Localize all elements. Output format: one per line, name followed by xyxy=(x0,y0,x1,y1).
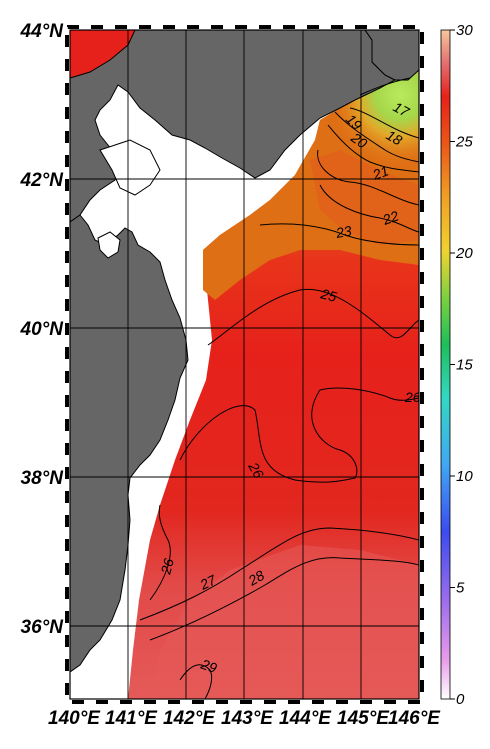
colorbar-gradient xyxy=(440,29,451,700)
contour-label: 29 xyxy=(198,655,219,676)
sea-patch-northwest xyxy=(70,30,135,78)
isotherm-26-a xyxy=(179,387,419,483)
lon-label: 141°E xyxy=(105,708,158,729)
map-plot-area: 17 18 19 20 21 22 23 25 26 26 26 27 28 2… xyxy=(70,30,436,699)
isotherm-labels: 17 18 19 20 21 22 23 25 26 26 26 27 28 2… xyxy=(157,99,421,677)
isotherm-23 xyxy=(259,223,419,246)
colorbar-tick-label: 30 xyxy=(456,22,473,39)
longitude-labels: 140°E 141°E 142°E 143°E 144°E 145°E 146°… xyxy=(48,708,441,729)
lat-label: 40°N xyxy=(20,319,65,340)
lat-label: 36°N xyxy=(21,617,65,638)
uchiura-bay xyxy=(99,139,161,196)
colorbar-tick-marks xyxy=(450,29,455,700)
plot-frame xyxy=(69,29,420,700)
latitude-labels: 44°N 42°N 40°N 38°N 36°N xyxy=(20,21,65,638)
isotherm-22 xyxy=(319,184,419,233)
ocean-data-view-credit: Ocean Data View xyxy=(424,607,436,697)
isotherm-29 xyxy=(179,664,213,699)
colorbar-tick-label: 20 xyxy=(455,245,473,262)
lon-label: 142°E xyxy=(163,708,216,729)
contour-label: 22 xyxy=(380,207,401,228)
contour-label: 23 xyxy=(334,222,353,241)
isotherm-28 xyxy=(149,557,419,641)
contour-label: 21 xyxy=(370,162,391,183)
contour-label: 20 xyxy=(347,129,370,152)
lat-label: 42°N xyxy=(20,170,65,191)
isotherm-26-b xyxy=(149,504,171,601)
isotherm-18 xyxy=(349,107,419,139)
isotherm-19 xyxy=(334,111,419,163)
plot-frame-dashed xyxy=(65,25,424,704)
colorbar-tick-label: 15 xyxy=(456,357,473,374)
lon-label: 140°E xyxy=(48,708,101,729)
lon-label: 143°E xyxy=(221,708,274,729)
contour-label: 28 xyxy=(245,567,268,589)
colorbar-tick-label: 25 xyxy=(455,134,473,151)
colorbar-tick-label: 0 xyxy=(456,691,465,708)
contour-label: 26 xyxy=(245,459,267,482)
contour-label: 18 xyxy=(384,127,406,149)
land-honshu xyxy=(70,214,189,673)
lon-label: 146°E xyxy=(388,708,441,729)
isotherm-20 xyxy=(327,124,419,173)
contour-label: 27 xyxy=(197,571,220,593)
colorbar-tick-label: 5 xyxy=(456,580,465,597)
warm-water-zone xyxy=(150,545,419,699)
land-hokkaido xyxy=(70,30,397,223)
isotherm-25 xyxy=(207,288,419,346)
contour-label: 25 xyxy=(318,285,338,305)
isotherm-lines xyxy=(139,77,419,699)
isotherm-27 xyxy=(139,527,419,621)
graticule xyxy=(70,30,419,699)
lon-label: 144°E xyxy=(279,708,332,729)
lat-label: 44°N xyxy=(20,21,65,42)
plot-frame-dashed-inner xyxy=(66,26,423,703)
lat-label: 38°N xyxy=(21,468,65,489)
contour-label: 26 xyxy=(157,556,177,576)
lon-label: 145°E xyxy=(337,708,390,729)
contour-label: 26 xyxy=(404,389,421,405)
colorbar: 30 25 20 15 10 5 0 xyxy=(440,22,473,708)
land-hokkaido-east xyxy=(364,30,419,81)
colorbar-tick-label: 10 xyxy=(456,468,473,485)
isotherm-17 xyxy=(359,77,411,96)
isotherm-21 xyxy=(317,149,419,206)
mutsu-bay xyxy=(97,231,121,259)
